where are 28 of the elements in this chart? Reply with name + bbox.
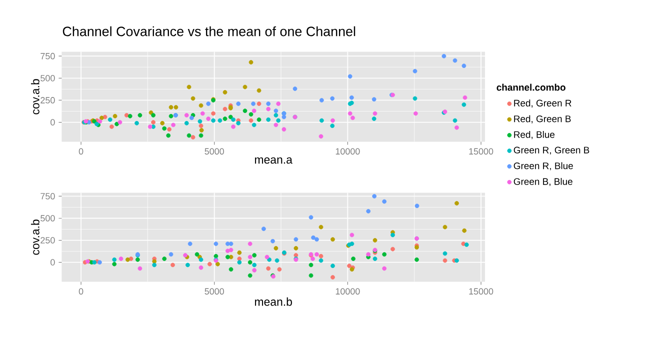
y-tick-label: 250 bbox=[40, 237, 55, 244]
legend-title: channel.combo bbox=[496, 84, 566, 91]
chart-title: Channel Covariance vs the mean of one Channel bbox=[62, 26, 356, 36]
x-axis-title: mean.a bbox=[255, 157, 292, 164]
y-tick-label: 0 bbox=[50, 259, 55, 266]
legend-label: Green R, Green B bbox=[514, 146, 590, 155]
x-tick-label: 5000 bbox=[204, 288, 224, 295]
y-tick-label: 500 bbox=[40, 215, 55, 222]
y-tick-label: 250 bbox=[40, 97, 55, 104]
y-tick-label: 500 bbox=[40, 74, 55, 82]
x-tick-label: 15000 bbox=[469, 148, 494, 155]
x-tick-label: 0 bbox=[78, 288, 84, 295]
x-tick-label: 0 bbox=[78, 148, 84, 155]
y-axis-title: cov.a.b bbox=[30, 79, 40, 114]
legend-label: Green B, Blue bbox=[514, 178, 572, 186]
y-axis-title: cov.a.b bbox=[30, 220, 40, 255]
x-axis-title: mean.b bbox=[255, 297, 292, 306]
x-tick-label: 5000 bbox=[204, 148, 224, 155]
y-tick-label: 750 bbox=[40, 193, 55, 200]
x-tick-label: 10000 bbox=[336, 288, 360, 295]
legend-label: Red, Green B bbox=[514, 115, 571, 124]
y-tick-label: 0 bbox=[50, 119, 55, 126]
legend-label: Red, Green R bbox=[514, 100, 572, 108]
x-tick-label: 10000 bbox=[336, 148, 360, 155]
legend-label: Red, Blue bbox=[514, 130, 555, 140]
y-tick-label: 750 bbox=[40, 52, 55, 60]
legend-label: Green R, Blue bbox=[514, 162, 573, 170]
x-tick-label: 15000 bbox=[469, 288, 494, 295]
